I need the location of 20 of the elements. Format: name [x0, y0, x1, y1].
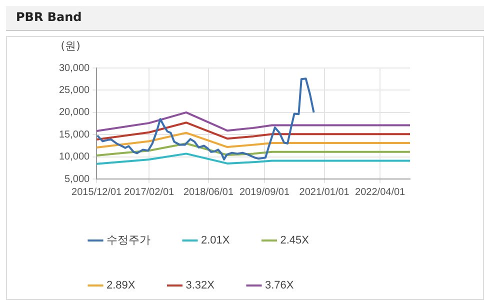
x-tick-label: 2017/02/01: [124, 186, 174, 198]
y-tick-label: 5,000: [64, 174, 90, 185]
x-tick-label: 2022/04/01: [355, 186, 406, 198]
legend-label: 2.45X: [280, 234, 310, 247]
x-tick-label: 2018/06/01: [183, 186, 234, 198]
legend-label: 3.76X: [264, 280, 294, 292]
y-axis-title: (원): [60, 39, 80, 52]
x-tick-label: 2021/01/01: [299, 186, 350, 198]
legend-label: 2.01X: [201, 234, 230, 247]
y-tick-label: 15,000: [58, 129, 90, 140]
legend-label: 수정주가: [106, 234, 150, 247]
x-tick-label: 2015/12/01: [72, 186, 122, 198]
x-tick-label: 2019/09/01: [239, 186, 290, 198]
y-tick-label: 30,000: [58, 62, 90, 74]
y-tick-label: 25,000: [58, 84, 90, 96]
legend-label: 2.89X: [106, 280, 136, 292]
chart-title: PBR Band: [16, 10, 82, 24]
y-tick-label: 10,000: [58, 152, 90, 163]
legend-label: 3.32X: [186, 280, 216, 292]
y-tick-label: 20,000: [58, 107, 90, 118]
